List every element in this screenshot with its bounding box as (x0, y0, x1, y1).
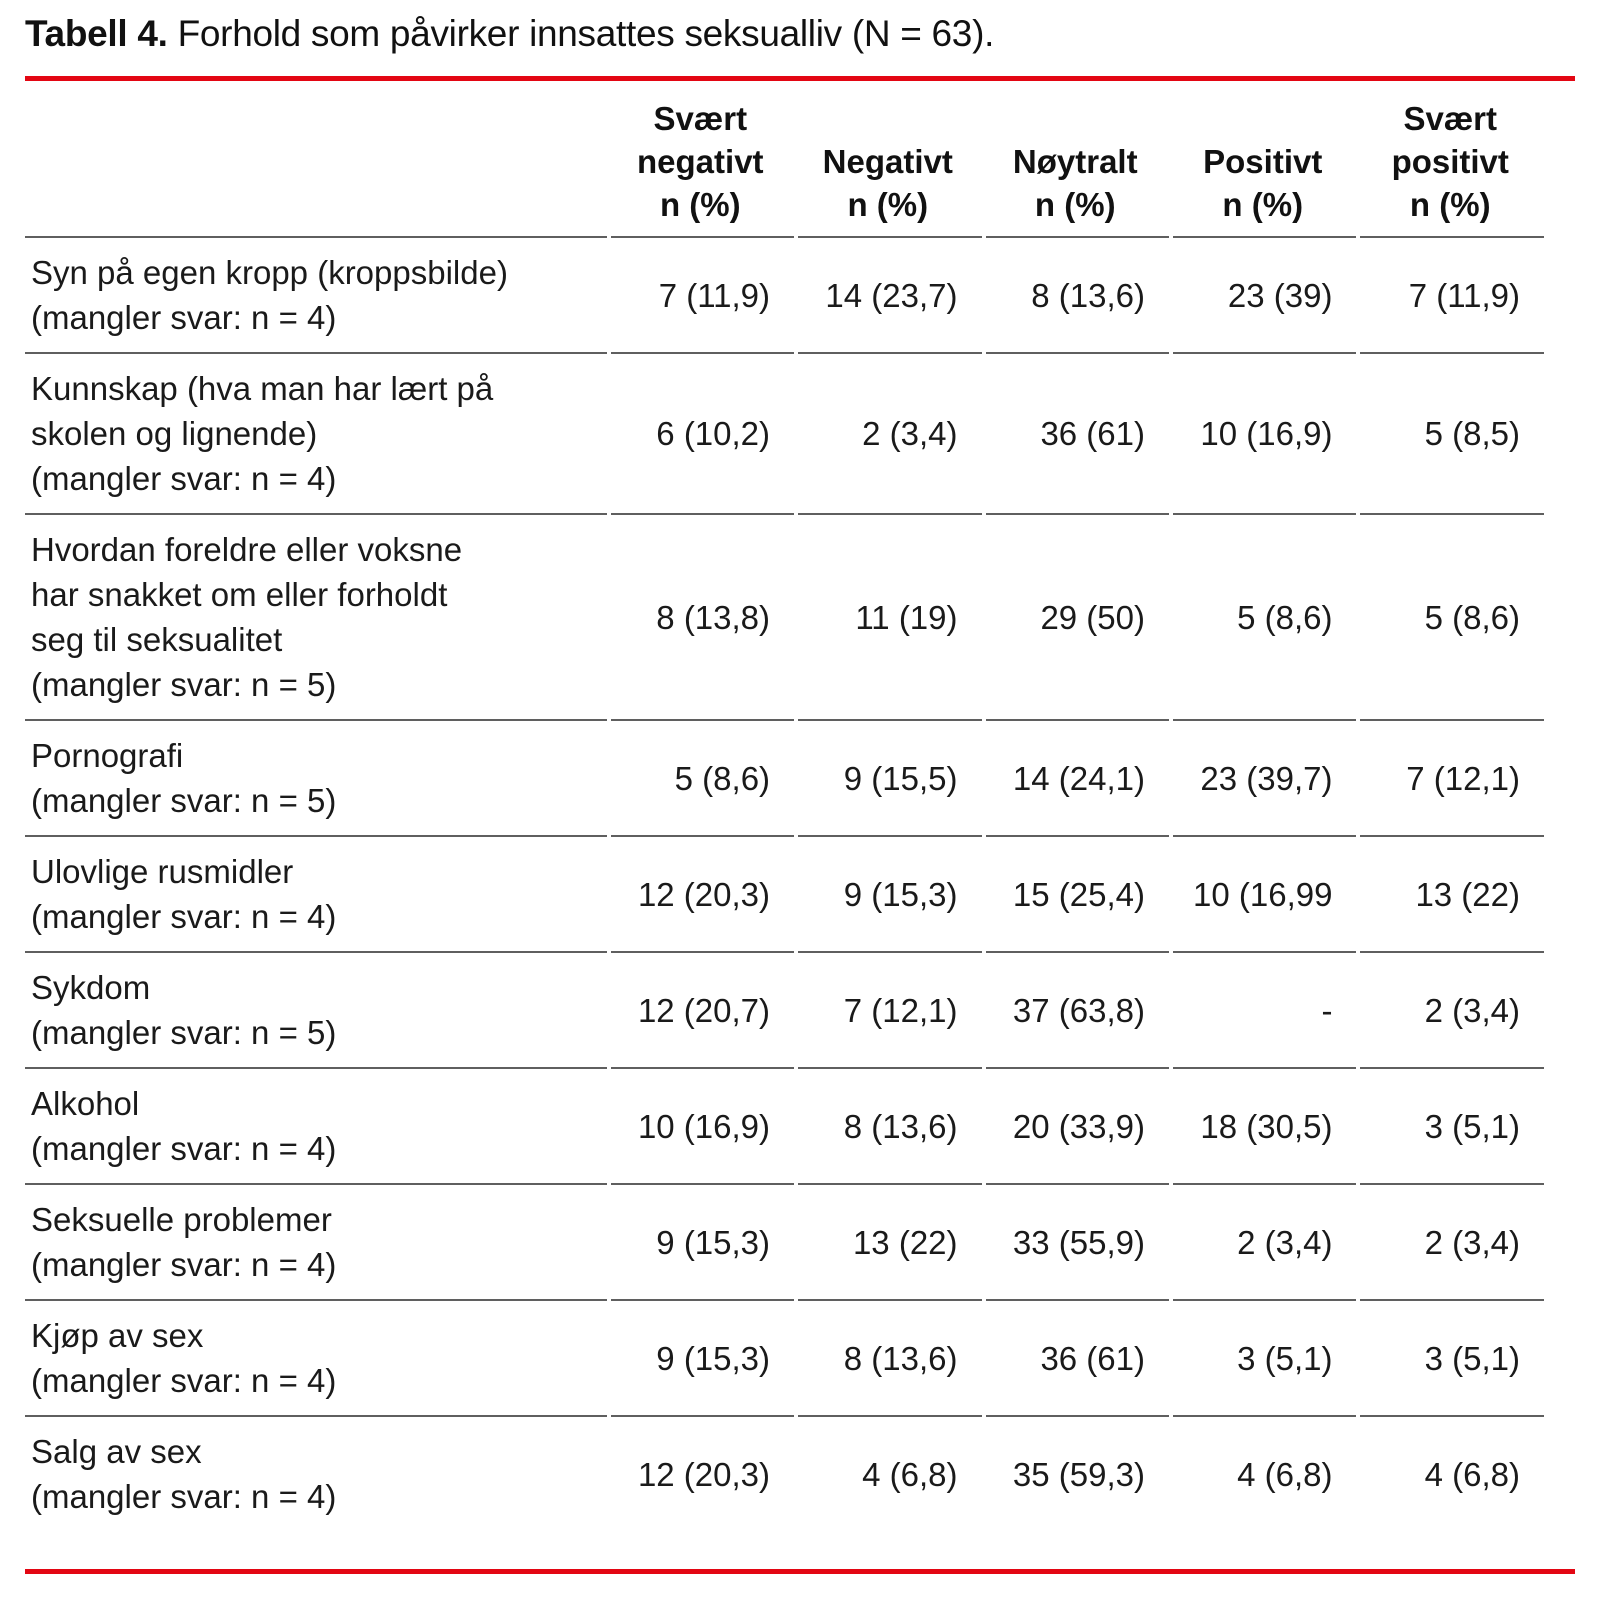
header-svaert-positivt: Svært positivt n (%) (1360, 81, 1544, 239)
table-number: Tabell 4. (25, 13, 168, 54)
cell-value: 29 (50) (985, 515, 1169, 722)
cell-value: 8 (13,6) (985, 238, 1169, 355)
table-caption: Forhold som påvirker innsattes seksualli… (167, 13, 995, 54)
cell-value: 8 (13,6) (798, 1301, 982, 1418)
cell-value: 4 (6,8) (1237, 1455, 1333, 1493)
cell-value: 2 (3,4) (798, 354, 982, 516)
table-row: Kunnskap (hva man har lært på skolen og … (25, 354, 1544, 516)
cell-value: 23 (39) (1173, 238, 1357, 355)
cell-value: 8 (13,6) (798, 1069, 982, 1186)
row-note: (mangler svar: n = 4) (31, 898, 337, 936)
row-note: (mangler svar: n = 4) (31, 460, 337, 498)
table-row: Sykdom (mangler svar: n = 5) 12 (20,7) 7… (25, 953, 1544, 1070)
row-label: Alkohol (31, 1085, 140, 1123)
cell-value: 2 (3,4) (1173, 1185, 1357, 1302)
cell-value: 33 (55,9) (985, 1185, 1169, 1302)
row-note: (mangler svar: n = 4) (31, 1246, 337, 1284)
header-row: Svært negativt n (%) Negativt n (%) Nøyt… (25, 81, 1544, 239)
row-label: Syn på egen kropp (kroppsbilde) (31, 254, 508, 292)
row-label: Kunnskap (hva man har lært på skolen og … (31, 370, 494, 453)
table-title: Tabell 4. Forhold som påvirker innsattes… (25, 10, 1575, 57)
cell-value: 20 (33,9) (985, 1069, 1169, 1186)
row-note: (mangler svar: n = 5) (31, 666, 337, 704)
cell-value: 36 (61) (985, 1301, 1169, 1418)
cell-value: 12 (20,3) (610, 837, 795, 954)
header-noytralt: Nøytralt n (%) (985, 81, 1169, 239)
row-note: (mangler svar: n = 4) (31, 1478, 337, 1516)
cell-value: 13 (22) (798, 1185, 982, 1302)
cell-value: 7 (11,9) (610, 238, 795, 355)
row-note: (mangler svar: n = 4) (31, 1130, 337, 1168)
cell-value: 6 (10,2) (610, 354, 795, 516)
cell-value: 2 (3,4) (1360, 953, 1544, 1070)
cell-value: 10 (16,9) (610, 1069, 795, 1186)
header-negativt: Negativt n (%) (798, 81, 982, 239)
cell-value: 8 (13,8) (610, 515, 795, 722)
cell-value: 3 (5,1) (1173, 1301, 1357, 1418)
cell-value: 13 (22) (1360, 837, 1544, 954)
row-note: (mangler svar: n = 4) (31, 1362, 337, 1400)
cell-value: 9 (15,3) (610, 1185, 795, 1302)
cell-value: 5 (8,6) (610, 721, 795, 838)
cell-value: 14 (23,7) (798, 238, 982, 355)
cell-value: 10 (16,9) (1173, 354, 1357, 516)
row-label: Ulovlige rusmidler (31, 853, 294, 891)
cell-value: 12 (20,7) (610, 953, 795, 1070)
cell-value: 18 (30,5) (1173, 1069, 1357, 1186)
cell-value: 10 (16,99 (1173, 837, 1357, 954)
header-positivt: Positivt n (%) (1173, 81, 1357, 239)
cell-value: 12 (20,3) (637, 1455, 771, 1493)
cell-value: 5 (8,6) (1173, 515, 1357, 722)
cell-value: 5 (8,6) (1360, 515, 1544, 722)
cell-value: 35 (59,3) (1012, 1455, 1145, 1493)
table-row: Syn på egen kropp (kroppsbilde) (mangler… (25, 238, 1544, 355)
cell-value: 11 (19) (798, 515, 982, 722)
top-red-rule (25, 76, 1575, 82)
row-note: (mangler svar: n = 5) (31, 782, 337, 820)
cell-value: - (1173, 953, 1357, 1070)
row-label: Salg av sex (31, 1433, 202, 1471)
header-svaert-negativt: Svært negativt n (%) (610, 81, 795, 239)
row-note: (mangler svar: n = 4) (31, 299, 337, 337)
row-label: Pornografi (31, 737, 184, 775)
table-row: Kjøp av sex (mangler svar: n = 4) 9 (15,… (25, 1301, 1544, 1418)
table-row: Pornografi (mangler svar: n = 5) 5 (8,6)… (25, 721, 1544, 838)
cell-value: 9 (15,3) (610, 1301, 795, 1418)
cell-value: 4 (6,8) (1424, 1455, 1520, 1493)
cell-value: 9 (15,3) (798, 837, 982, 954)
cell-value: 7 (11,9) (1360, 238, 1544, 355)
data-table: Svært negativt n (%) Negativt n (%) Nøyt… (21, 81, 1548, 1531)
row-note: (mangler svar: n = 5) (31, 1014, 337, 1052)
header-empty (25, 81, 607, 239)
cell-value: 5 (8,5) (1360, 354, 1544, 516)
cell-value: 37 (63,8) (985, 953, 1169, 1070)
row-label: Kjøp av sex (31, 1317, 204, 1355)
row-label: Hvordan foreldre eller voksne har snakke… (31, 531, 463, 659)
table-row: Hvordan foreldre eller voksne har snakke… (25, 515, 1544, 722)
table-row: Alkohol (mangler svar: n = 4) 10 (16,9) … (25, 1069, 1544, 1186)
cell-value: 3 (5,1) (1360, 1069, 1544, 1186)
table-row: Ulovlige rusmidler (mangler svar: n = 4)… (25, 837, 1544, 954)
cell-value: 7 (12,1) (1360, 721, 1544, 838)
cell-value: 15 (25,4) (985, 837, 1169, 954)
table-row: Seksuelle problemer (mangler svar: n = 4… (25, 1185, 1544, 1302)
row-label: Seksuelle problemer (31, 1201, 332, 1239)
cell-value: 23 (39,7) (1173, 721, 1357, 838)
cell-value: 9 (15,5) (798, 721, 982, 838)
bottom-red-rule (25, 1569, 1575, 1575)
cell-value: 2 (3,4) (1360, 1185, 1544, 1302)
cell-value: 7 (12,1) (798, 953, 982, 1070)
cell-value: 4 (6,8) (862, 1455, 958, 1493)
cell-value: 3 (5,1) (1360, 1301, 1544, 1418)
cell-value: 14 (24,1) (985, 721, 1169, 838)
row-label: Sykdom (31, 969, 151, 1007)
cell-value: 36 (61) (985, 354, 1169, 516)
table-row: Salg av sex (mangler svar: n = 4) 12 (20… (25, 1417, 1544, 1531)
